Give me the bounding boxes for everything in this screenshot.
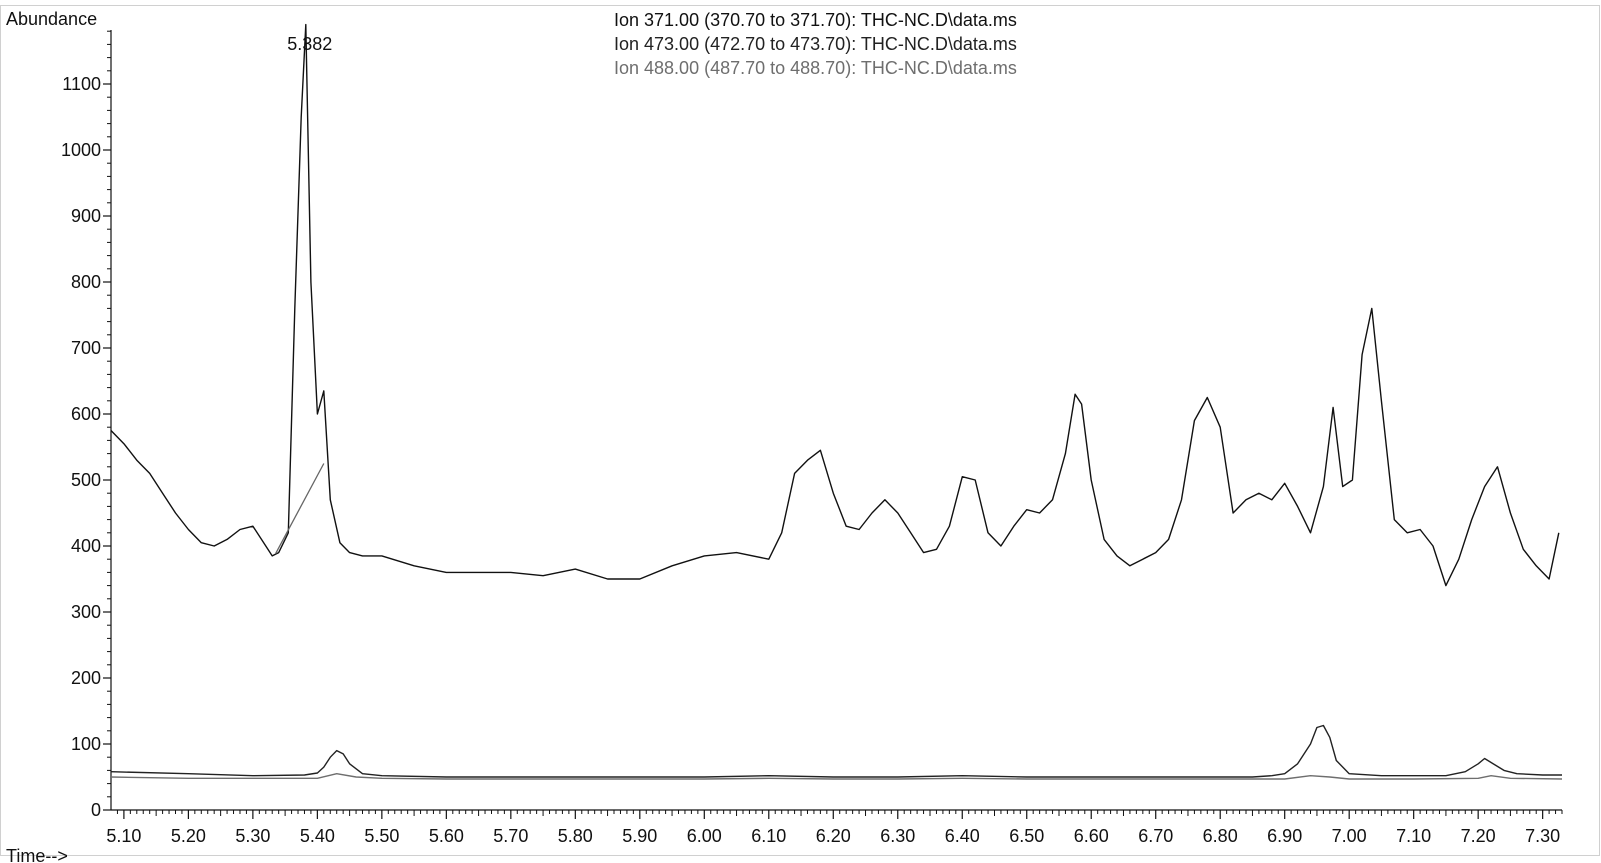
- legend-entry-1: Ion 371.00 (370.70 to 371.70): THC-NC.D\…: [614, 10, 1017, 30]
- x-tick-label: 7.10: [1396, 826, 1431, 846]
- x-tick-label: 5.60: [429, 826, 464, 846]
- x-tick-label: 5.80: [558, 826, 593, 846]
- legend: Ion 371.00 (370.70 to 371.70): THC-NC.D\…: [614, 10, 1017, 78]
- x-tick-label: 5.90: [622, 826, 657, 846]
- y-tick-label: 400: [71, 536, 101, 556]
- x-tick-label: 7.30: [1525, 826, 1560, 846]
- x-tick-label: 6.70: [1138, 826, 1173, 846]
- series-line-1: [110, 23, 1560, 587]
- x-tick-label: 6.90: [1267, 826, 1302, 846]
- y-tick-label: 1000: [61, 140, 101, 160]
- y-tick-label: 100: [71, 734, 101, 754]
- x-tick-label: 5.10: [106, 826, 141, 846]
- series-line-3: [110, 773, 1563, 780]
- x-tick-label: 7.20: [1461, 826, 1496, 846]
- annotations: 5.382: [274, 34, 332, 555]
- x-tick-label: 6.20: [816, 826, 851, 846]
- plot-frame: [0, 5, 1600, 856]
- series-lines: [110, 23, 1563, 780]
- x-tick-label: 6.30: [880, 826, 915, 846]
- x-tick-label: 5.30: [235, 826, 270, 846]
- y-tick-label: 700: [71, 338, 101, 358]
- x-tick-label: 6.10: [751, 826, 786, 846]
- y-tick-label: 600: [71, 404, 101, 424]
- y-tick-label: 0: [91, 800, 101, 820]
- y-axis-title: Abundance: [6, 9, 97, 29]
- legend-entry-2: Ion 473.00 (472.70 to 473.70): THC-NC.D\…: [614, 34, 1017, 54]
- x-tick-label: 7.00: [1332, 826, 1367, 846]
- series-line-2: [110, 724, 1562, 778]
- y-tick-label: 800: [71, 272, 101, 292]
- peak-label: 5.382: [287, 34, 332, 54]
- x-tick-label: 6.00: [687, 826, 722, 846]
- legend-entry-3: Ion 488.00 (487.70 to 488.70): THC-NC.D\…: [614, 58, 1017, 78]
- integration-baseline: [274, 463, 325, 555]
- y-tick-label: 1100: [62, 74, 101, 94]
- x-tick-label: 6.80: [1203, 826, 1238, 846]
- y-tick-label: 200: [71, 668, 101, 688]
- y-tick-label: 500: [71, 470, 101, 490]
- x-axis-title: Time-->: [6, 846, 68, 863]
- x-tick-label: 5.40: [300, 826, 335, 846]
- x-tick-label: 6.60: [1074, 826, 1109, 846]
- y-tick-label: 300: [71, 602, 101, 622]
- x-tick-label: 5.50: [364, 826, 399, 846]
- x-tick-label: 5.70: [493, 826, 528, 846]
- axes: 0 100 200 300 400 500 600 700 800 900 1000 1100 5.10…: [61, 30, 1563, 846]
- x-tick-label: 5.20: [171, 826, 206, 846]
- x-tick-label: 6.40: [945, 826, 980, 846]
- x-tick-label: 6.50: [1009, 826, 1044, 846]
- y-tick-label: 900: [71, 206, 101, 226]
